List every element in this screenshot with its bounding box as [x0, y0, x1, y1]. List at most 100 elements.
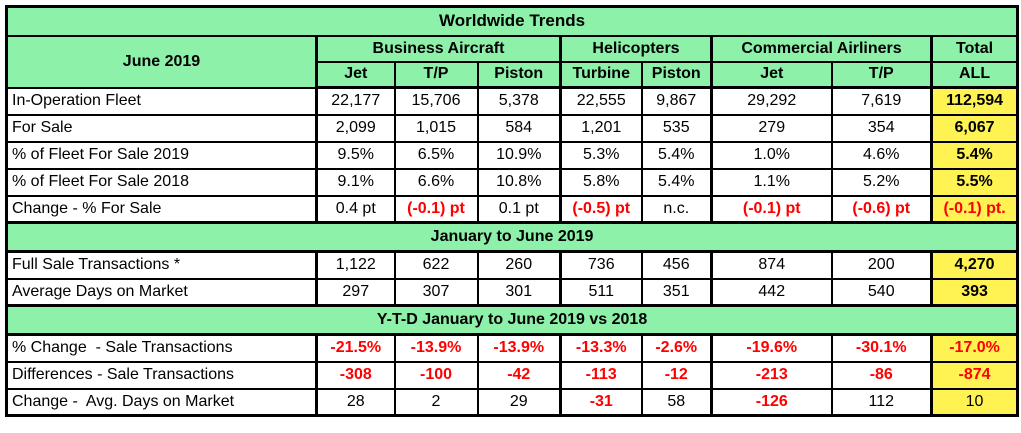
cell: -126	[710, 387, 833, 417]
cell: -308	[315, 360, 396, 390]
table-header: Worldwide Trends June 2019 Business Airc…	[5, 5, 1019, 89]
row-label: % of Fleet For Sale 2018	[5, 167, 318, 197]
total-cell: 393	[929, 277, 1019, 307]
table-title: Worldwide Trends	[5, 5, 1019, 37]
cell: 22,177	[315, 86, 396, 116]
cell: 28	[315, 387, 396, 417]
col-total-all: ALL	[929, 60, 1019, 89]
cell: -30.1%	[830, 333, 933, 363]
cell: 9.1%	[315, 167, 396, 197]
cell: 5.4%	[640, 140, 713, 170]
cell: 584	[476, 113, 562, 143]
cell: 29	[476, 387, 562, 417]
section-header: January to June 2019	[5, 221, 1019, 253]
col-heli-piston: Piston	[640, 60, 713, 89]
cell: 15,706	[393, 86, 479, 116]
cell: -21.5%	[315, 333, 396, 363]
row-label: In-Operation Fleet	[5, 86, 318, 116]
cell: 1.0%	[710, 140, 833, 170]
row-label: % of Fleet For Sale 2019	[5, 140, 318, 170]
cell: 9.5%	[315, 140, 396, 170]
cell: 1,015	[393, 113, 479, 143]
table-row: In-Operation Fleet 22,177 15,706 5,378 22,55…	[5, 86, 1019, 116]
cell: -113	[559, 360, 643, 390]
cell: 1.1%	[710, 167, 833, 197]
cell: -42	[476, 360, 562, 390]
cell: 297	[315, 277, 396, 307]
worldwide-trends-table: Worldwide Trends June 2019 Business Airc…	[5, 5, 1020, 417]
section-header-row: Y-T-D January to June 2019 vs 2018	[5, 304, 1019, 336]
cell: 5,378	[476, 86, 562, 116]
cell: 7,619	[830, 86, 933, 116]
cell: -13.9%	[476, 333, 562, 363]
cell: (-0.6) pt	[830, 194, 933, 224]
cell: -213	[710, 360, 833, 390]
row-label: % Change - Sale Transactions	[5, 333, 318, 363]
cell: 112	[830, 387, 933, 417]
cell: 22,555	[559, 86, 643, 116]
total-cell: -874	[929, 360, 1019, 390]
cell: 456	[640, 250, 713, 280]
cell: 6.5%	[393, 140, 479, 170]
cell: 442	[710, 277, 833, 307]
section-header-row: January to June 2019	[5, 221, 1019, 253]
cell: 260	[476, 250, 562, 280]
cell: -13.3%	[559, 333, 643, 363]
cell: 511	[559, 277, 643, 307]
cell: 200	[830, 250, 933, 280]
cell: 307	[393, 277, 479, 307]
cell: 58	[640, 387, 713, 417]
col-ba-piston: Piston	[476, 60, 562, 89]
cell: (-0.1) pt	[393, 194, 479, 224]
total-cell: 112,594	[929, 86, 1019, 116]
cell: 874	[710, 250, 833, 280]
row-label: Change - % For Sale	[5, 194, 318, 224]
table-row: Change - Avg. Days on Market 28 2 29 -31 58 -1…	[5, 387, 1019, 417]
table-row: Full Sale Transactions * 1,122 622 260 736 45…	[5, 250, 1019, 280]
cell: 0.4 pt	[315, 194, 396, 224]
cell: 5.2%	[830, 167, 933, 197]
col-comm-jet: Jet	[710, 60, 833, 89]
cell: 1,201	[559, 113, 643, 143]
cell: n.c.	[640, 194, 713, 224]
period-label: June 2019	[5, 34, 318, 89]
cell: 6.6%	[393, 167, 479, 197]
group-helicopters: Helicopters	[559, 34, 713, 63]
cell: -12	[640, 360, 713, 390]
table-row: % of Fleet For Sale 2019 9.5% 6.5% 10.9% 5.3…	[5, 140, 1019, 170]
cell: 736	[559, 250, 643, 280]
col-heli-turbine: Turbine	[559, 60, 643, 89]
cell: 540	[830, 277, 933, 307]
table-row: Differences - Sale Transactions -308 -100-…	[5, 360, 1019, 390]
cell: 29,292	[710, 86, 833, 116]
cell: 4.6%	[830, 140, 933, 170]
section-header: Y-T-D January to June 2019 vs 2018	[5, 304, 1019, 336]
total-cell: 5.5%	[929, 167, 1019, 197]
group-business-aircraft: Business Aircraft	[315, 34, 562, 63]
cell: -2.6%	[640, 333, 713, 363]
cell: -13.9%	[393, 333, 479, 363]
row-label: Full Sale Transactions *	[5, 250, 318, 280]
row-label: Average Days on Market	[5, 277, 318, 307]
row-label: Change - Avg. Days on Market	[5, 387, 318, 417]
cell: -86	[830, 360, 933, 390]
group-header-row: June 2019 Business Aircraft Helicopters …	[5, 34, 1019, 89]
total-cell: (-0.1) pt.	[929, 194, 1019, 224]
cell: 10.8%	[476, 167, 562, 197]
total-cell: 10	[929, 387, 1019, 417]
cell: 2	[393, 387, 479, 417]
col-comm-tp: T/P	[830, 60, 933, 89]
cell: (-0.5) pt	[559, 194, 643, 224]
column-header-row: Jet T/P Piston Turbine Piston Jet T/P AL…	[7, 60, 1019, 89]
cell: 535	[640, 113, 713, 143]
row-label: Differences - Sale Transactions	[5, 360, 318, 390]
total-cell: 5.4%	[929, 140, 1019, 170]
total-cell: 6,067	[929, 113, 1019, 143]
cell: -100	[393, 360, 479, 390]
row-label: For Sale	[5, 113, 318, 143]
cell: 2,099	[315, 113, 396, 143]
group-total: Total	[929, 34, 1019, 63]
cell: 9,867	[640, 86, 713, 116]
col-ba-tp: T/P	[393, 60, 479, 89]
cell: 1,122	[315, 250, 396, 280]
